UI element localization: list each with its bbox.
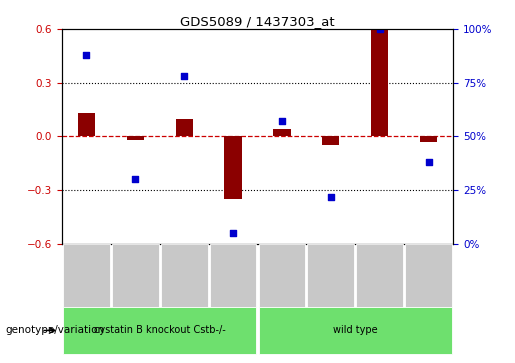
Bar [127,136,144,140]
Point [131,176,139,182]
Point [278,118,286,124]
Bar [322,136,339,145]
Point [375,26,384,32]
Point [424,159,433,165]
Bar [273,129,290,136]
Bar [371,29,388,136]
Bar [176,118,193,136]
Point [180,73,188,79]
Title: GDS5089 / 1437303_at: GDS5089 / 1437303_at [180,15,335,28]
Text: wild type: wild type [333,326,377,335]
Bar [78,113,95,136]
Point [82,52,91,58]
Point [229,230,237,236]
Bar [225,136,242,199]
Bar [420,136,437,142]
Point [327,193,335,199]
Text: genotype/variation: genotype/variation [5,326,104,335]
Text: cystatin B knockout Cstb-/-: cystatin B knockout Cstb-/- [94,326,226,335]
